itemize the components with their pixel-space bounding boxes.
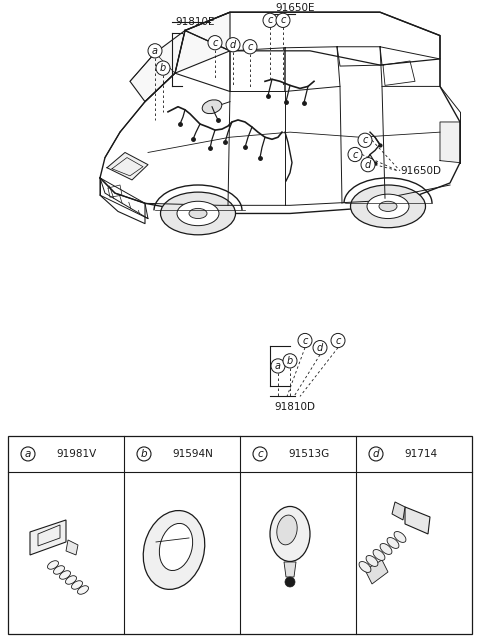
Circle shape	[283, 354, 297, 368]
Polygon shape	[380, 47, 440, 87]
Text: a: a	[275, 361, 281, 371]
Text: a: a	[25, 449, 31, 459]
Ellipse shape	[350, 185, 425, 228]
Polygon shape	[185, 12, 440, 65]
Circle shape	[253, 447, 267, 461]
Ellipse shape	[177, 202, 219, 225]
Text: c: c	[336, 336, 341, 345]
Text: b: b	[160, 63, 166, 73]
Circle shape	[361, 157, 375, 172]
Polygon shape	[100, 178, 145, 223]
Ellipse shape	[379, 202, 397, 211]
Polygon shape	[107, 153, 148, 180]
Polygon shape	[30, 520, 66, 555]
Circle shape	[137, 447, 151, 461]
Circle shape	[298, 333, 312, 348]
Polygon shape	[284, 562, 296, 577]
Ellipse shape	[72, 581, 83, 589]
Circle shape	[21, 447, 35, 461]
Ellipse shape	[270, 507, 310, 562]
Ellipse shape	[380, 544, 392, 555]
Circle shape	[226, 38, 240, 52]
Circle shape	[271, 359, 285, 373]
Text: d: d	[365, 160, 371, 169]
Text: c: c	[352, 150, 358, 159]
Polygon shape	[392, 502, 405, 520]
Polygon shape	[66, 540, 78, 555]
Ellipse shape	[367, 194, 409, 218]
Ellipse shape	[189, 209, 207, 218]
Ellipse shape	[60, 571, 71, 579]
Text: c: c	[247, 42, 252, 52]
Text: d: d	[372, 449, 379, 459]
Polygon shape	[175, 30, 230, 92]
Polygon shape	[337, 47, 382, 66]
Ellipse shape	[48, 560, 59, 569]
Text: b: b	[287, 356, 293, 366]
Ellipse shape	[77, 586, 88, 594]
Polygon shape	[383, 61, 415, 85]
Circle shape	[369, 447, 383, 461]
Ellipse shape	[202, 100, 222, 114]
Ellipse shape	[159, 523, 192, 571]
Polygon shape	[440, 122, 460, 162]
Ellipse shape	[366, 555, 378, 566]
Text: a: a	[152, 46, 158, 56]
Text: 91650E: 91650E	[275, 3, 315, 13]
Text: 91594N: 91594N	[172, 449, 213, 459]
Text: c: c	[257, 449, 263, 459]
Circle shape	[313, 340, 327, 355]
Ellipse shape	[394, 532, 406, 542]
Circle shape	[348, 148, 362, 162]
Circle shape	[243, 40, 257, 54]
Text: d: d	[230, 40, 236, 49]
Text: 91714: 91714	[404, 449, 437, 459]
Polygon shape	[100, 12, 460, 213]
Ellipse shape	[160, 192, 236, 235]
Ellipse shape	[65, 576, 76, 584]
Circle shape	[148, 44, 162, 58]
Circle shape	[208, 35, 222, 50]
Text: c: c	[212, 38, 218, 48]
Circle shape	[156, 61, 170, 75]
Text: c: c	[362, 135, 368, 145]
Text: 91981V: 91981V	[56, 449, 96, 459]
Polygon shape	[230, 48, 285, 92]
Circle shape	[276, 13, 290, 28]
Polygon shape	[405, 507, 430, 534]
Circle shape	[331, 333, 345, 348]
Circle shape	[263, 13, 277, 28]
Text: c: c	[280, 15, 286, 25]
Polygon shape	[285, 47, 340, 92]
Text: d: d	[317, 343, 323, 352]
Ellipse shape	[373, 550, 385, 560]
Text: 91513G: 91513G	[288, 449, 329, 459]
Circle shape	[285, 577, 295, 587]
Ellipse shape	[359, 562, 371, 573]
Ellipse shape	[53, 566, 64, 574]
Text: c: c	[267, 15, 273, 25]
Ellipse shape	[387, 537, 399, 548]
Text: 91810D: 91810D	[275, 402, 315, 412]
Ellipse shape	[277, 515, 297, 545]
Text: b: b	[141, 449, 147, 459]
Circle shape	[358, 133, 372, 148]
Polygon shape	[365, 560, 388, 584]
Text: 91810E: 91810E	[175, 17, 215, 28]
Text: c: c	[302, 336, 308, 345]
Text: 91650D: 91650D	[400, 166, 441, 176]
Polygon shape	[130, 12, 230, 101]
Ellipse shape	[143, 510, 205, 589]
